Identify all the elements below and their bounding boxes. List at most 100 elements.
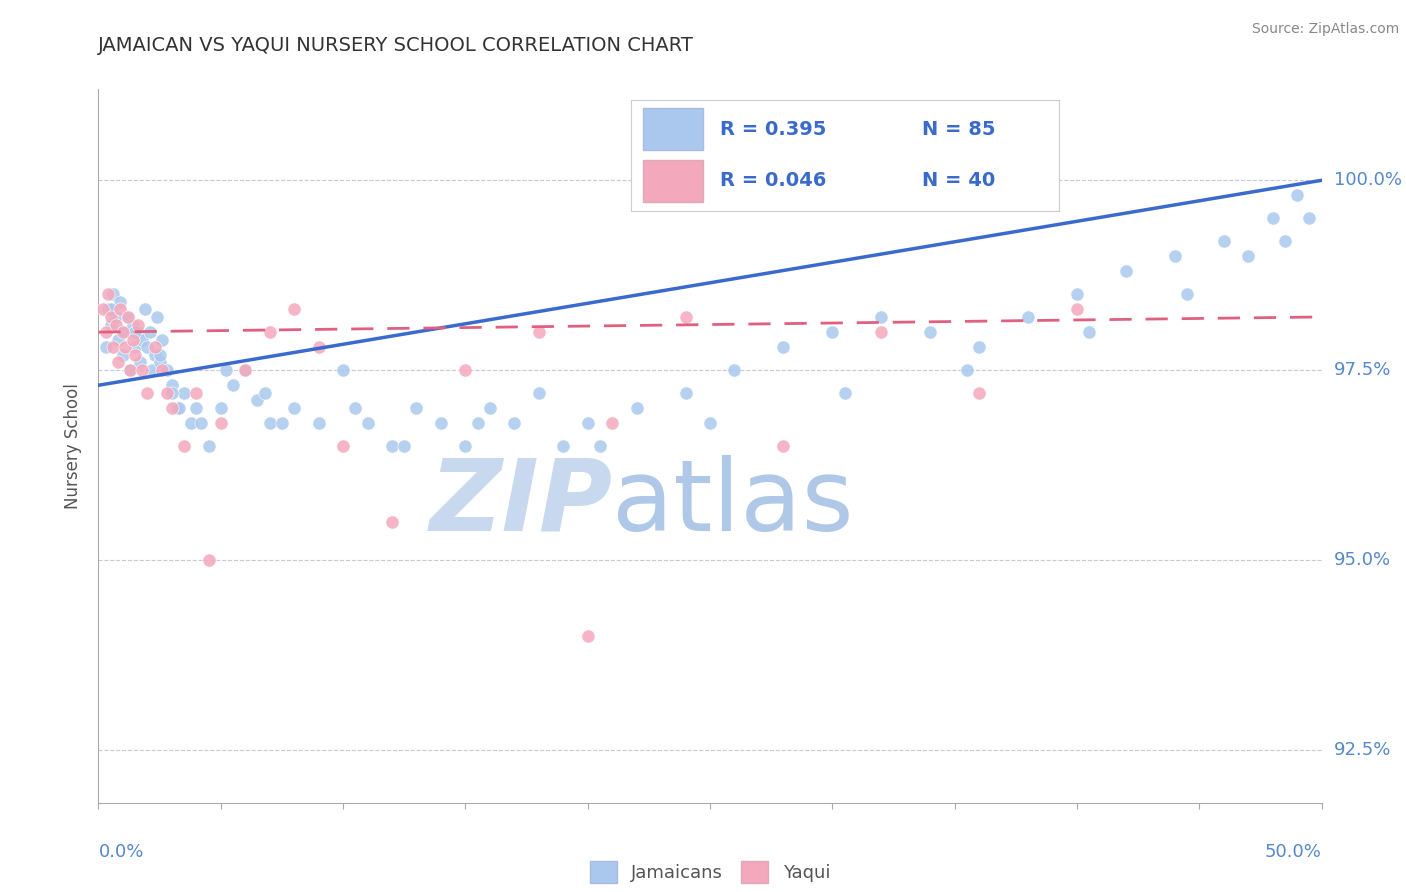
Point [454, 439, 477, 453]
Point [129, 355, 152, 369]
Point [1066, 287, 1088, 301]
Point [834, 385, 856, 400]
Point [589, 439, 612, 453]
Point [97, 302, 120, 317]
Point [143, 340, 166, 354]
Point [454, 363, 477, 377]
Point [156, 363, 179, 377]
Point [1017, 310, 1039, 324]
Point [120, 363, 142, 377]
Point [134, 302, 156, 317]
Point [344, 401, 367, 415]
Point [1175, 287, 1198, 301]
Point [209, 401, 232, 415]
Point [600, 416, 623, 430]
Point [870, 325, 893, 339]
Point [967, 385, 990, 400]
Point [870, 310, 893, 324]
Point [127, 318, 149, 332]
Point [110, 294, 132, 309]
Point [131, 363, 153, 377]
Point [527, 325, 550, 339]
Point [332, 363, 354, 377]
Text: 50.0%: 50.0% [1265, 843, 1322, 861]
Point [1212, 234, 1234, 248]
Point [104, 310, 127, 324]
Point [180, 416, 202, 430]
Point [259, 416, 281, 430]
Point [233, 363, 256, 377]
Point [131, 333, 153, 347]
Point [259, 325, 281, 339]
Point [430, 416, 453, 430]
Point [111, 348, 134, 362]
Point [576, 629, 599, 643]
Point [127, 325, 149, 339]
Point [283, 401, 305, 415]
Point [160, 401, 183, 415]
Point [104, 318, 127, 332]
Text: 100.0%: 100.0% [1334, 171, 1402, 189]
Point [233, 363, 256, 377]
Point [503, 416, 526, 430]
Point [381, 515, 404, 529]
Point [253, 385, 276, 400]
Point [723, 363, 745, 377]
Point [478, 401, 501, 415]
Point [553, 439, 575, 453]
Point [186, 385, 208, 400]
Point [111, 325, 134, 339]
Point [1164, 249, 1187, 263]
Point [149, 355, 172, 369]
Point [772, 340, 794, 354]
Point [173, 385, 195, 400]
Point [1298, 211, 1320, 226]
Point [222, 378, 245, 392]
Point [675, 310, 697, 324]
Point [146, 310, 169, 324]
Point [156, 385, 179, 400]
Point [124, 340, 146, 354]
Point [150, 363, 173, 377]
Point [107, 355, 129, 369]
Text: 92.5%: 92.5% [1334, 740, 1392, 759]
Point [186, 401, 208, 415]
Point [101, 287, 124, 301]
Point [920, 325, 942, 339]
Point [141, 363, 163, 377]
Point [821, 325, 844, 339]
Point [332, 439, 354, 453]
Point [246, 393, 269, 408]
Point [139, 325, 162, 339]
Point [121, 318, 143, 332]
Text: 95.0%: 95.0% [1334, 551, 1391, 569]
Point [772, 439, 794, 453]
Point [100, 318, 122, 332]
Point [1261, 211, 1284, 226]
Point [381, 439, 404, 453]
Point [160, 378, 183, 392]
Point [94, 325, 117, 339]
Point [308, 416, 330, 430]
Point [1286, 188, 1309, 202]
Point [467, 416, 489, 430]
Point [675, 385, 697, 400]
Text: 0.0%: 0.0% [98, 843, 143, 861]
Point [197, 439, 219, 453]
Point [136, 385, 159, 400]
Text: ZIP: ZIP [429, 455, 612, 551]
Point [94, 340, 117, 354]
Text: atlas: atlas [612, 455, 853, 551]
Point [117, 310, 139, 324]
Point [121, 333, 143, 347]
Point [283, 302, 305, 317]
Point [150, 333, 173, 347]
Point [392, 439, 416, 453]
Point [1115, 264, 1137, 278]
Point [117, 310, 139, 324]
Point [1274, 234, 1296, 248]
Point [173, 439, 195, 453]
Point [143, 348, 166, 362]
Legend: Jamaicans, Yaqui: Jamaicans, Yaqui [582, 854, 838, 890]
Point [1078, 325, 1101, 339]
